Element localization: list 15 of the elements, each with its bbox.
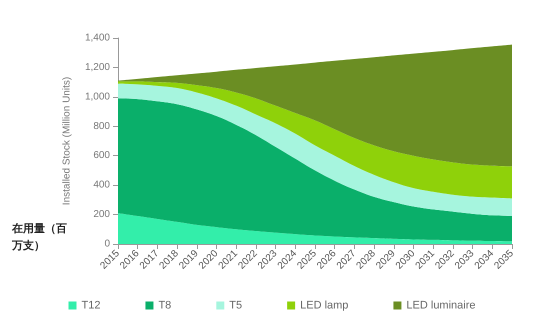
- y-tick-label: 1,000: [84, 91, 110, 102]
- legend-label: T12: [81, 300, 100, 312]
- y-tick-label: 400: [93, 180, 110, 191]
- y-tick-label: 600: [93, 150, 110, 162]
- legend-label: LED lamp: [300, 300, 348, 312]
- y-tick-label: 1,400: [84, 32, 110, 44]
- legend-label: T8: [158, 300, 172, 312]
- y-axis-title: Installed Stock (Million Units): [62, 76, 72, 206]
- y-tick-label: 200: [93, 209, 110, 220]
- y-tick-label: 1,200: [84, 62, 110, 73]
- legend-label: LED luminaire: [406, 300, 476, 312]
- legend-label: T5: [229, 300, 242, 312]
- y-tick-label: 0: [104, 238, 110, 250]
- y-tick-label: 800: [93, 120, 110, 132]
- text: 在用量（百万支）: [11, 222, 67, 252]
